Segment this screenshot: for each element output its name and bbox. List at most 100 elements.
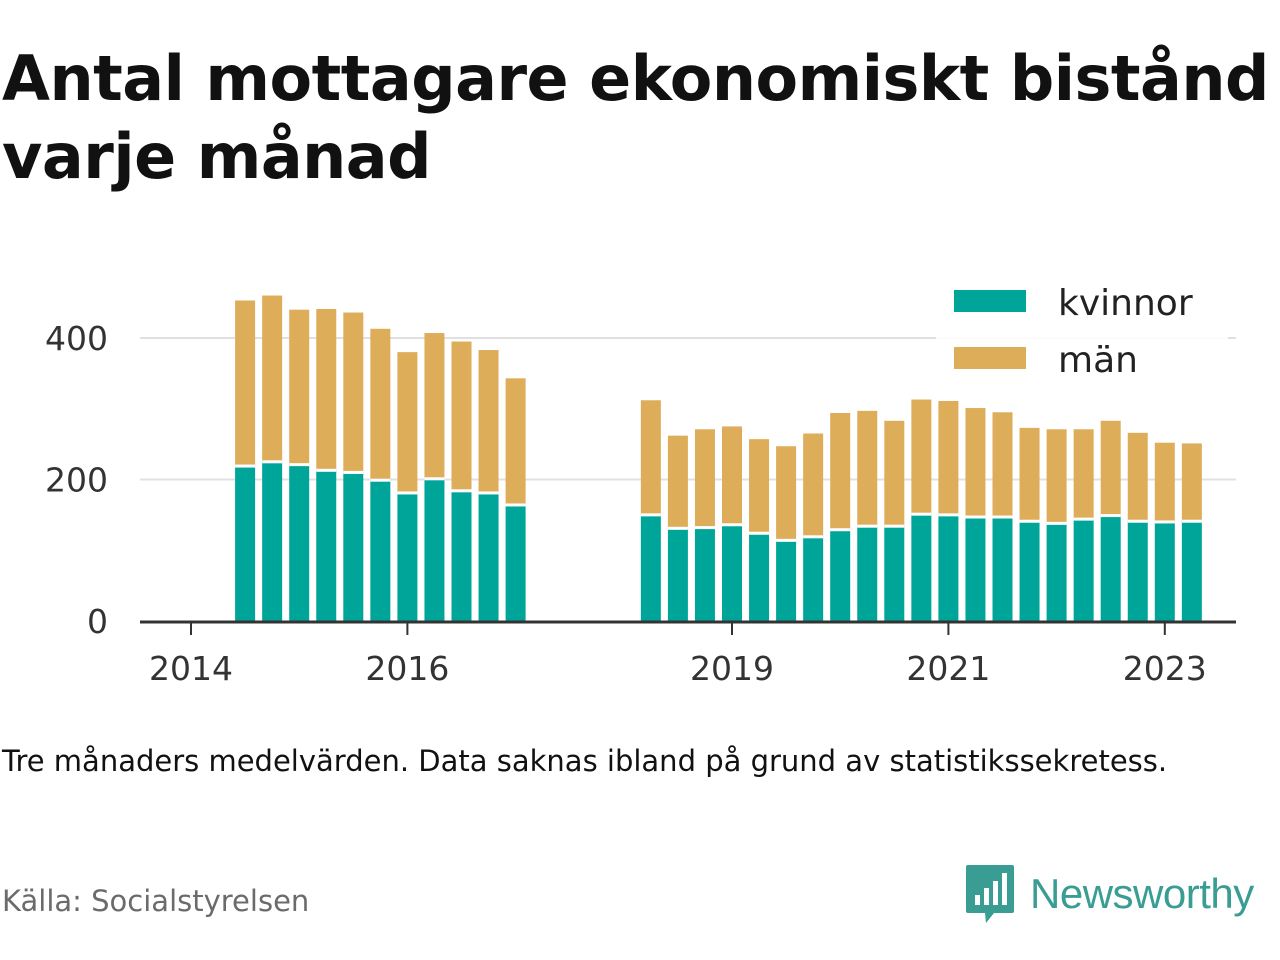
- bar-separator: [776, 538, 797, 542]
- bar-separator: [640, 513, 661, 517]
- bar-man: [451, 341, 472, 491]
- chart-title: Antal mottagare ekonomiskt bistånd varje…: [2, 42, 1269, 193]
- legend-swatch-man: [954, 347, 1026, 369]
- bar-separator: [289, 463, 310, 467]
- bar-separator: [884, 524, 905, 528]
- bar-separator: [1181, 519, 1202, 523]
- bar-kvinnor: [938, 514, 959, 621]
- bar-kvinnor: [289, 464, 310, 621]
- bar-man: [1046, 429, 1067, 524]
- bar-kvinnor: [884, 526, 905, 621]
- y-tick-label: 0: [87, 602, 108, 641]
- bar-separator: [397, 491, 418, 495]
- bar-separator: [1019, 519, 1040, 523]
- bar-kvinnor: [1100, 515, 1121, 621]
- y-tick-label: 400: [45, 319, 108, 358]
- bar-kvinnor: [857, 526, 878, 621]
- bar-kvinnor: [803, 536, 824, 621]
- x-tick-label: 2019: [690, 649, 774, 688]
- bar-man: [1019, 427, 1040, 522]
- bar-man: [235, 300, 256, 467]
- bar-separator: [316, 468, 337, 472]
- bar-kvinnor: [694, 527, 715, 621]
- bar-man: [505, 378, 526, 505]
- legend: kvinnor män: [936, 282, 1228, 382]
- bar-kvinnor: [722, 524, 742, 621]
- bar-kvinnor: [640, 514, 661, 621]
- bar-kvinnor: [505, 504, 526, 621]
- source-label: Källa: Socialstyrelsen: [2, 884, 310, 918]
- brand-name: Newsworthy: [1030, 870, 1254, 917]
- bar-kvinnor: [1181, 521, 1202, 621]
- legend-label: kvinnor: [1058, 283, 1193, 324]
- newsworthy-logo: Newsworthy: [964, 862, 1254, 926]
- bar-separator: [262, 460, 283, 464]
- bar-kvinnor: [992, 516, 1013, 621]
- bar-man: [776, 446, 797, 541]
- bar-man: [343, 312, 364, 473]
- x-tick-label: 2021: [906, 649, 990, 688]
- bar-man: [884, 420, 905, 527]
- bar-kvinnor: [667, 528, 688, 621]
- bar-separator: [749, 531, 770, 535]
- bar-man: [316, 308, 337, 471]
- bar-man: [640, 400, 661, 515]
- bar-kvinnor: [262, 461, 283, 621]
- bar-man: [397, 352, 418, 493]
- newsworthy-logo-icon: [966, 865, 1014, 923]
- bar-man: [1154, 442, 1175, 522]
- bar-separator: [722, 523, 742, 527]
- bar-separator: [803, 535, 824, 539]
- bar-kvinnor: [370, 480, 391, 621]
- bar-kvinnor: [316, 470, 337, 621]
- bar-separator: [505, 503, 526, 507]
- bar-separator: [424, 477, 445, 481]
- bar-separator: [965, 515, 986, 519]
- bar-separator: [938, 513, 959, 517]
- bar-kvinnor: [749, 533, 770, 621]
- legend-swatch-kvinnor: [954, 290, 1026, 312]
- bar-kvinnor: [478, 492, 499, 621]
- bar-man: [262, 295, 283, 462]
- bar-separator: [478, 491, 499, 495]
- bar-separator: [694, 526, 715, 530]
- bar-man: [370, 328, 391, 481]
- bar-separator: [343, 470, 364, 474]
- legend-label: män: [1058, 340, 1138, 381]
- bar-kvinnor: [776, 540, 797, 621]
- bar-kvinnor: [397, 492, 418, 621]
- chart-note: Tre månaders medelvärden. Data saknas ib…: [2, 744, 1168, 778]
- bar-man: [722, 426, 742, 525]
- bar-separator: [1154, 520, 1175, 524]
- bar-separator: [370, 478, 391, 482]
- bar-kvinnor: [1127, 521, 1148, 621]
- bar-separator: [451, 489, 472, 493]
- bar-man: [1127, 432, 1148, 522]
- bar-separator: [857, 524, 878, 528]
- bar-separator: [830, 528, 851, 532]
- bar-man: [857, 410, 878, 527]
- bar-kvinnor: [1046, 523, 1067, 621]
- bars: [235, 295, 1202, 621]
- bar-separator: [1046, 521, 1067, 525]
- bar-kvinnor: [235, 466, 256, 621]
- bar-man: [1181, 443, 1202, 522]
- bar-separator: [1100, 514, 1121, 518]
- bar-man: [1073, 429, 1094, 520]
- bar-man: [830, 412, 851, 530]
- bar-separator: [235, 464, 256, 468]
- x-tick-label: 2023: [1123, 649, 1207, 688]
- bar-kvinnor: [830, 529, 851, 621]
- bar-man: [1100, 420, 1121, 516]
- bar-kvinnor: [1154, 521, 1175, 621]
- bar-kvinnor: [451, 490, 472, 621]
- bar-separator: [1073, 517, 1094, 521]
- bar-separator: [1127, 519, 1148, 523]
- bar-kvinnor: [1073, 519, 1094, 621]
- bar-man: [803, 433, 824, 537]
- y-tick-label: 200: [45, 461, 108, 500]
- bar-man: [667, 435, 688, 529]
- bar-man: [938, 400, 959, 515]
- bar-kvinnor: [343, 472, 364, 621]
